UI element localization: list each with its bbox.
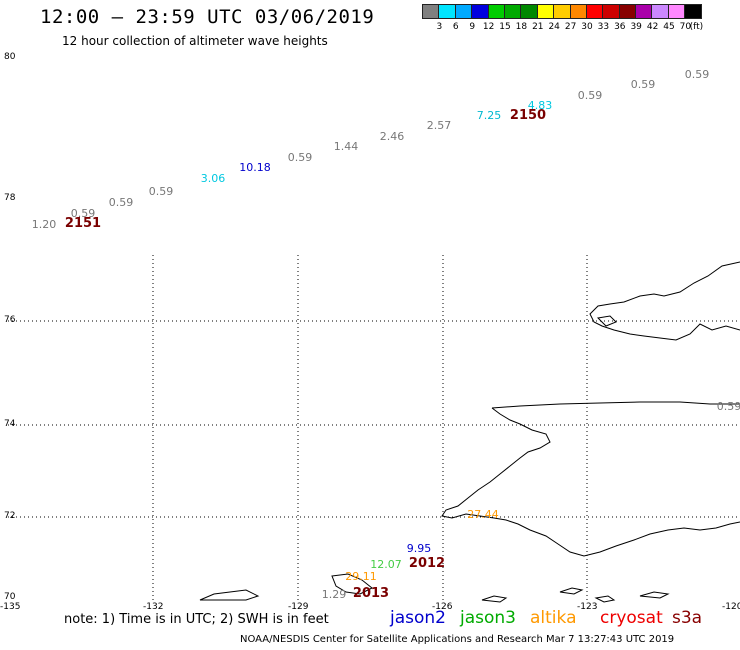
color-scale-label: 3 — [436, 22, 443, 32]
lon-label-120: -120 — [722, 602, 740, 612]
color-scale-label: 39 — [630, 22, 642, 32]
lat-grid-lines — [8, 320, 740, 518]
chart-title: 12:00 — 23:59 UTC 03/06/2019 — [40, 6, 375, 28]
color-scale-label: 42 — [646, 22, 659, 32]
island-southeast-4 — [639, 591, 670, 599]
wave-height-obs: 1.20 — [31, 218, 57, 231]
pass-time-label: 2150 — [509, 108, 547, 123]
lon-label-129: -129 — [288, 602, 309, 612]
color-scale-label: 70 — [679, 22, 692, 32]
lon-label-123: -123 — [577, 602, 598, 612]
wave-height-obs: 0.59 — [684, 68, 710, 81]
color-scale-label: 21 — [532, 22, 544, 32]
wave-height-obs: 0.59 — [630, 78, 656, 91]
wave-height-obs: 9.95 — [406, 542, 432, 555]
color-scale-label: 12 — [482, 22, 495, 32]
footnote: note: 1) Time is in UTC; 2) SWH is in fe… — [64, 612, 329, 627]
legend-altika: altika — [530, 608, 577, 628]
wave-height-obs: 0.59 — [148, 185, 174, 198]
lat-label-72: 72 — [4, 511, 16, 521]
pass-time-label: 2151 — [64, 216, 102, 231]
wave-height-obs: 0.59 — [70, 207, 96, 220]
wave-height-obs: 4.83 — [527, 99, 553, 112]
color-scale-labels: 3 6 9 12 15 18 21 24 27 30 33 36 39 42 45 70 (ft) — [422, 22, 740, 34]
lon-label-132: -132 — [143, 602, 164, 612]
color-scale-label: 27 — [564, 22, 577, 32]
wave-height-obs: 12.07 — [370, 558, 402, 571]
wave-height-obs: 27.44 — [467, 508, 499, 521]
color-scale-unit: (ft) — [689, 22, 704, 32]
color-scale-label: 30 — [581, 22, 593, 32]
color-scale-label: 36 — [614, 22, 626, 32]
color-scale-label: 45 — [663, 22, 675, 32]
wave-height-obs: 1.29 — [321, 588, 347, 601]
legend-jason3: jason3 — [460, 608, 516, 628]
color-scale-label: 6 — [452, 22, 459, 32]
wave-height-obs: 2.57 — [426, 119, 452, 132]
wave-height-obs: 29.11 — [345, 570, 377, 583]
mainland-coast-west — [441, 407, 740, 557]
island-southeast-2 — [559, 587, 584, 595]
credits-footer: NOAA/NESDIS Center for Satellite Applica… — [240, 634, 675, 645]
banks-island-inlet — [596, 315, 617, 327]
wave-height-obs: 0.59 — [108, 196, 134, 209]
islands-south — [199, 589, 260, 601]
island-southeast-1 — [481, 595, 508, 603]
wave-height-obs: 0.59 — [577, 89, 603, 102]
legend-cryosat: cryosat — [600, 608, 663, 628]
lat-label-70: 70 — [4, 592, 16, 602]
banks-island-coast — [589, 261, 740, 341]
wave-height-obs: 0.59 — [716, 400, 740, 413]
chart-subtitle: 12 hour collection of altimeter wave hei… — [62, 34, 328, 48]
color-scale-label: 24 — [548, 22, 560, 32]
lat-label-74: 74 — [4, 419, 16, 429]
wave-height-obs: 10.18 — [239, 161, 271, 174]
legend-s3a: s3a — [672, 608, 703, 628]
color-scale-label: 15 — [499, 22, 511, 32]
color-scale-swatch — [684, 4, 702, 19]
wave-height-obs: 7.25 — [476, 109, 502, 122]
island-southeast-3 — [594, 595, 616, 603]
wave-height-obs: 1.44 — [333, 140, 359, 153]
wave-height-obs: 0.59 — [287, 151, 313, 164]
pass-time-label: 2012 — [408, 556, 446, 571]
color-scale-label: 18 — [515, 22, 528, 32]
legend-jason2: jason2 — [390, 608, 446, 628]
pass-time-label: 2013 — [352, 586, 390, 601]
lat-label-80: 80 — [4, 52, 16, 62]
wave-height-color-scale — [422, 4, 702, 19]
lon-grid-lines — [152, 255, 588, 600]
lat-label-76: 76 — [4, 315, 16, 325]
mainland-coast — [491, 401, 740, 409]
coastline — [199, 261, 740, 603]
color-scale-label: 9 — [469, 22, 476, 32]
lon-label-135: -135 — [0, 602, 21, 612]
color-scale-label: 33 — [597, 22, 610, 32]
island-south-mid — [331, 573, 373, 595]
lat-label-78: 78 — [4, 193, 16, 203]
wave-height-obs: 2.46 — [379, 130, 405, 143]
lon-label-126: -126 — [432, 602, 453, 612]
wave-height-obs: 3.06 — [200, 172, 226, 185]
